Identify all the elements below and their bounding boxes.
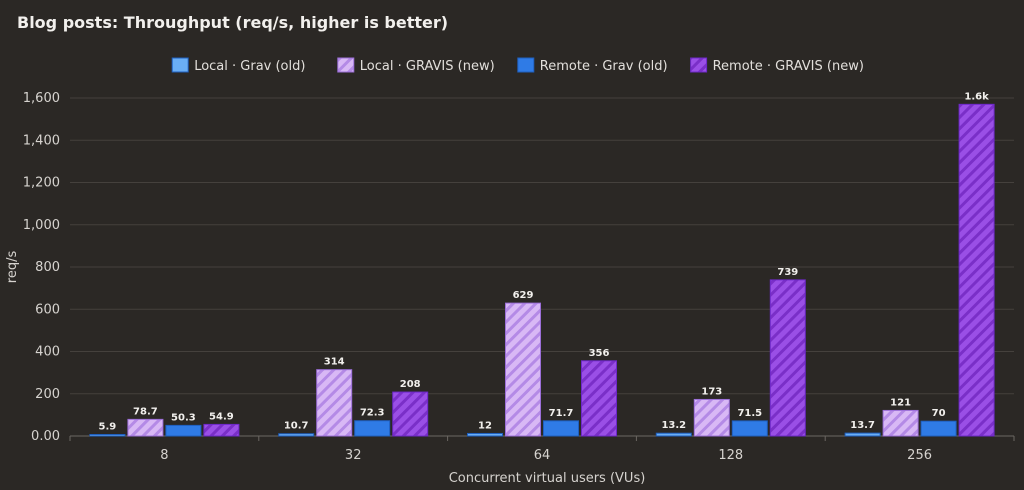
- data-label: 1.6k: [964, 91, 989, 102]
- x-tick-label: 32: [345, 448, 362, 463]
- legend: Local · Grav (old) Local · GRAVIS (new) Re…: [171, 57, 864, 74]
- x-axis: 8 32 64 128 256: [69, 436, 1015, 463]
- data-label: 121: [890, 397, 911, 408]
- data-label: 12: [478, 420, 492, 431]
- legend-swatch: [690, 57, 708, 73]
- bar: [278, 433, 315, 437]
- data-label: 10.7: [284, 421, 309, 432]
- y-tick-label: 400: [35, 345, 60, 360]
- x-tick-label: 128: [718, 448, 743, 463]
- y-tick-label: 1,000: [23, 218, 60, 233]
- data-label: 71.7: [549, 408, 574, 419]
- bar: [958, 103, 995, 437]
- bar: [844, 432, 881, 437]
- x-tick-label: 64: [534, 448, 551, 463]
- grid-lines: [70, 97, 1014, 437]
- data-label: 71.5: [737, 408, 762, 419]
- y-axis-title: req/s: [5, 251, 20, 284]
- data-label: 70: [932, 408, 946, 419]
- data-label: 78.7: [133, 406, 158, 417]
- data-label: 50.3: [171, 412, 196, 423]
- x-tick-label: 256: [907, 448, 932, 463]
- legend-label: Local · GRAVIS (new): [360, 59, 495, 74]
- data-label: 5.9: [99, 422, 117, 433]
- legend-label: Remote · GRAVIS (new): [713, 59, 864, 74]
- bar: [655, 432, 692, 437]
- bar: [882, 409, 919, 437]
- bar: [769, 279, 806, 437]
- bar: [127, 418, 164, 437]
- data-label: 13.2: [661, 420, 686, 431]
- bar: [89, 434, 126, 437]
- y-tick-label: 1,400: [23, 133, 60, 148]
- bar: [467, 432, 503, 437]
- chart-title: Blog posts: Throughput (req/s, higher is…: [17, 13, 449, 32]
- legend-label: Remote · Grav (old): [540, 59, 668, 74]
- data-label: 13.7: [850, 420, 875, 431]
- bar: [505, 302, 541, 437]
- bar: [731, 420, 768, 437]
- data-label: 54.9: [209, 411, 234, 422]
- legend-swatch: [171, 57, 189, 73]
- bar: [392, 391, 429, 437]
- data-label: 72.3: [360, 408, 385, 419]
- legend-label: Local · Grav (old): [194, 59, 305, 74]
- y-tick-label: 800: [35, 260, 60, 275]
- legend-item[interactable]: Remote · Grav (old): [517, 57, 668, 74]
- y-tick-label: 1,200: [23, 176, 60, 191]
- bar: [203, 423, 240, 437]
- bar: [316, 369, 353, 437]
- bar: [354, 420, 391, 437]
- data-label: 739: [777, 267, 798, 278]
- y-axis: 0.00 200 400 600 800 1,000 1,200 1,400 1,600: [23, 91, 60, 444]
- data-label: 629: [513, 290, 534, 301]
- bar: [543, 420, 579, 437]
- bar: [581, 360, 617, 437]
- data-label: 208: [400, 379, 421, 390]
- data-label: 173: [701, 386, 722, 397]
- legend-item[interactable]: Local · Grav (old): [171, 57, 305, 74]
- y-tick-label: 200: [35, 387, 60, 402]
- legend-swatch: [337, 57, 355, 73]
- y-tick-label: 0.00: [31, 429, 60, 444]
- x-axis-title: Concurrent virtual users (VUs): [449, 471, 646, 486]
- legend-item[interactable]: Local · GRAVIS (new): [337, 57, 495, 74]
- x-tick-label: 8: [160, 448, 168, 463]
- legend-item[interactable]: Remote · GRAVIS (new): [690, 57, 864, 74]
- bars: 5.9 78.7 50.3 54.9 10.7 314 72.3 208 12 629 71.7 35…: [89, 91, 995, 437]
- data-label: 314: [324, 357, 345, 368]
- y-tick-label: 600: [35, 302, 60, 317]
- bar: [920, 420, 957, 437]
- bar: [165, 424, 202, 437]
- data-label: 356: [589, 348, 610, 359]
- y-tick-label: 1,600: [23, 91, 60, 106]
- bar: [693, 398, 730, 437]
- legend-swatch: [517, 57, 535, 73]
